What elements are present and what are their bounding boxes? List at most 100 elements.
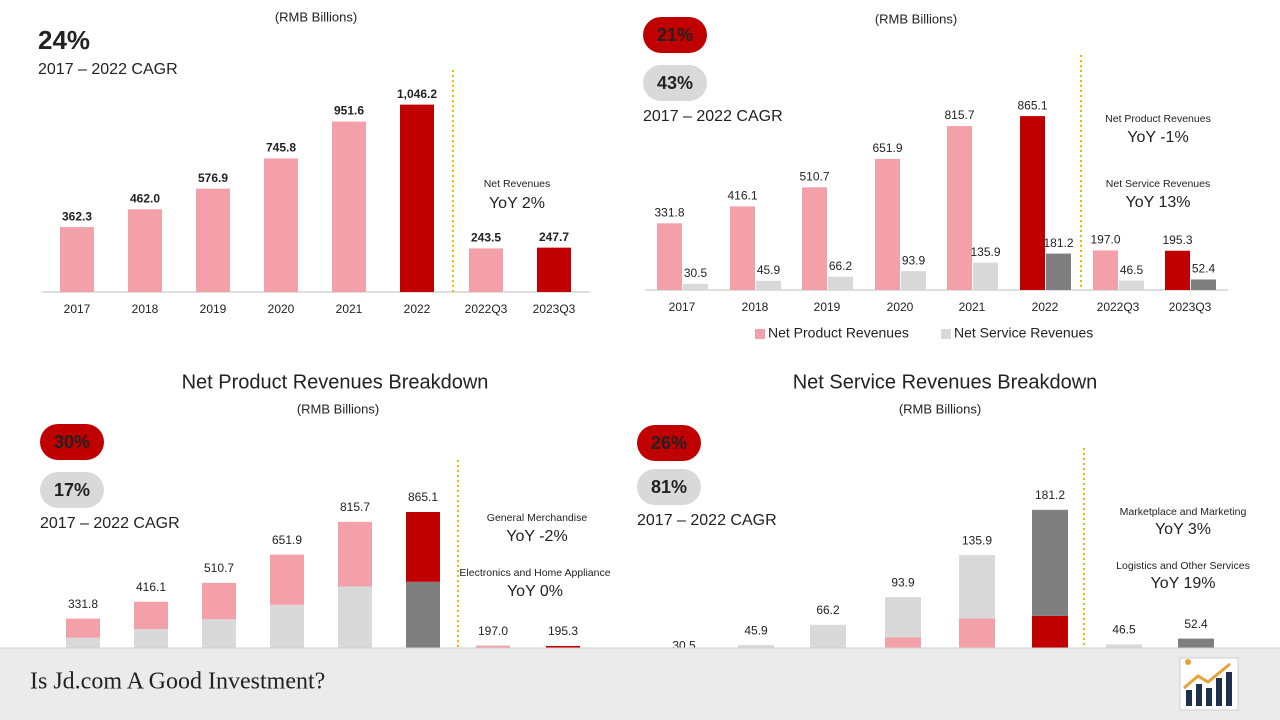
data-label: 651.9 bbox=[872, 141, 902, 155]
x-tick-label: 2017 bbox=[64, 302, 91, 316]
x-tick-label: 2019 bbox=[200, 302, 227, 316]
x-tick-label: 2022 bbox=[404, 302, 431, 316]
legend-label: Net Product Revenues bbox=[768, 325, 909, 341]
bar bbox=[196, 188, 230, 292]
data-label: 865.1 bbox=[1017, 98, 1047, 112]
badge-label: 43% bbox=[657, 73, 693, 93]
total-label: 52.4 bbox=[1184, 617, 1208, 631]
total-label: 46.5 bbox=[1112, 623, 1136, 637]
bar-segment bbox=[406, 511, 440, 582]
bar bbox=[469, 248, 503, 292]
icon-bar bbox=[1196, 684, 1202, 706]
icon-dot bbox=[1185, 659, 1191, 665]
bar-segment bbox=[202, 582, 236, 620]
data-label: 181.2 bbox=[1043, 236, 1073, 250]
chart-title: Net Service Revenues Breakdown bbox=[793, 371, 1098, 393]
data-label: 951.6 bbox=[334, 104, 364, 118]
badge bbox=[637, 425, 701, 461]
x-tick-label: 2018 bbox=[132, 302, 159, 316]
annotation: 2017 – 2022 CAGR bbox=[637, 512, 777, 529]
bar bbox=[657, 223, 682, 290]
x-tick-label: 2023Q3 bbox=[1169, 300, 1212, 314]
data-label: 243.5 bbox=[471, 231, 501, 245]
legend-label: Net Service Revenues bbox=[954, 325, 1093, 341]
annotation: YoY 19% bbox=[1151, 575, 1216, 592]
x-tick-label: 2022Q3 bbox=[1097, 300, 1140, 314]
data-label: 66.2 bbox=[829, 259, 853, 273]
bar bbox=[730, 206, 755, 290]
bar bbox=[802, 187, 827, 290]
data-label: 815.7 bbox=[944, 108, 974, 122]
data-label: 510.7 bbox=[799, 170, 829, 184]
icon-bar bbox=[1226, 672, 1232, 706]
data-label: 745.8 bbox=[266, 141, 296, 155]
badge bbox=[40, 424, 104, 460]
annotation: 24% bbox=[38, 25, 90, 55]
chart-subtitle: (RMB Billions) bbox=[899, 401, 981, 416]
data-label: 416.1 bbox=[727, 189, 757, 203]
annotation: Logistics and Other Services bbox=[1116, 560, 1250, 572]
bar-segment bbox=[885, 597, 921, 638]
charts: (RMB Billions) 24% 2017 – 2022 CAGR Net Rev… bbox=[38, 9, 1250, 691]
icon-bar bbox=[1206, 688, 1212, 706]
total-label: 135.9 bbox=[962, 533, 992, 547]
chart-subtitle: (RMB Billions) bbox=[275, 9, 357, 24]
bar-segment bbox=[810, 624, 846, 649]
bar bbox=[1119, 280, 1144, 290]
annotation: YoY 2% bbox=[489, 195, 545, 212]
annotation: YoY 0% bbox=[507, 583, 563, 600]
x-tick-label: 2021 bbox=[959, 300, 986, 314]
x-tick-label: 2022 bbox=[1032, 300, 1059, 314]
data-label: 247.7 bbox=[539, 230, 569, 244]
annotation: YoY -1% bbox=[1127, 129, 1188, 146]
bar bbox=[60, 227, 94, 292]
data-label: 576.9 bbox=[198, 171, 228, 185]
bar bbox=[875, 158, 900, 290]
annotation: 2017 – 2022 CAGR bbox=[38, 61, 178, 78]
data-label: 93.9 bbox=[902, 253, 926, 267]
total-label: 510.7 bbox=[204, 561, 234, 575]
data-label: 45.9 bbox=[757, 263, 781, 277]
total-label: 45.9 bbox=[744, 623, 768, 637]
data-label: 362.3 bbox=[62, 209, 92, 223]
icon-bar bbox=[1216, 678, 1222, 706]
footer-bar: Is Jd.com A Good Investment? bbox=[0, 647, 1280, 720]
data-label: 52.4 bbox=[1192, 262, 1216, 276]
bar bbox=[828, 276, 853, 290]
annotation: Marketplace and Marketing bbox=[1120, 506, 1247, 518]
bar-segment bbox=[66, 618, 100, 638]
footer-background bbox=[0, 648, 1280, 720]
bar bbox=[1165, 250, 1190, 290]
total-label: 195.3 bbox=[548, 624, 578, 638]
total-label: 815.7 bbox=[340, 500, 370, 514]
bar bbox=[683, 283, 708, 290]
total-label: 416.1 bbox=[136, 580, 166, 594]
chart-subtitle: (RMB Billions) bbox=[875, 11, 957, 26]
bar bbox=[537, 247, 571, 292]
icon-bar bbox=[1186, 690, 1192, 706]
total-label: 66.2 bbox=[816, 603, 840, 617]
badge-label: 26% bbox=[651, 433, 687, 453]
total-label: 331.8 bbox=[68, 597, 98, 611]
footer-icon bbox=[1179, 657, 1239, 711]
bar bbox=[1093, 250, 1118, 290]
total-label: 651.9 bbox=[272, 533, 302, 547]
x-tick-label: 2023Q3 bbox=[533, 302, 576, 316]
annotation: 2017 – 2022 CAGR bbox=[40, 515, 180, 532]
bar bbox=[756, 280, 781, 290]
legend-swatch bbox=[941, 329, 951, 339]
data-label: 46.5 bbox=[1120, 263, 1144, 277]
badge bbox=[643, 65, 707, 101]
badge bbox=[40, 472, 104, 508]
total-label: 865.1 bbox=[408, 490, 438, 504]
annotation: 2017 – 2022 CAGR bbox=[643, 108, 783, 125]
badge-label: 17% bbox=[54, 480, 90, 500]
legend-swatch bbox=[755, 329, 765, 339]
x-tick-label: 2020 bbox=[887, 300, 914, 314]
chart-subtitle: (RMB Billions) bbox=[297, 401, 379, 416]
annotation: YoY -2% bbox=[506, 528, 567, 545]
chart-title: Net Product Revenues Breakdown bbox=[182, 371, 489, 393]
badge bbox=[643, 17, 707, 53]
data-label: 1,046.2 bbox=[397, 87, 437, 101]
